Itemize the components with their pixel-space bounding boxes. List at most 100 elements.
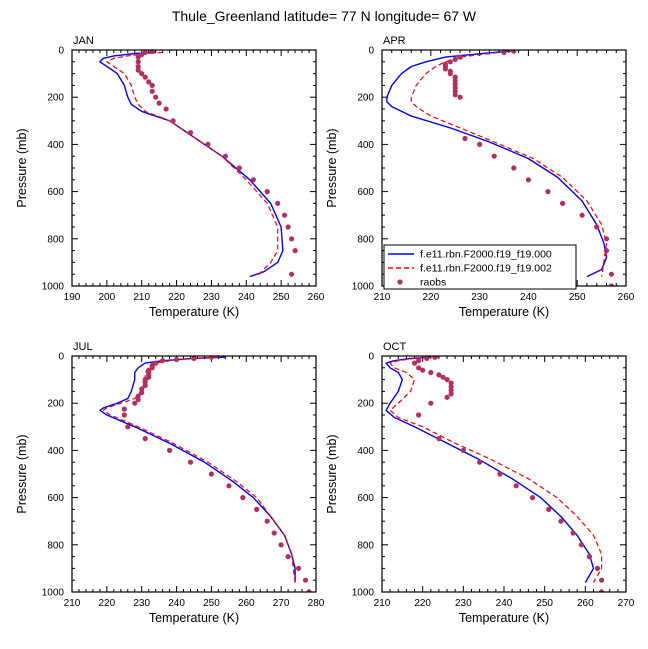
- raob-point: [428, 369, 434, 376]
- x-tick-label: 240: [168, 598, 185, 609]
- raob-point: [457, 94, 463, 100]
- raob-point: [570, 530, 576, 536]
- panel-apr: 210 220 230 240 250 260 0 200 400 600 800 1000 Tempe…: [325, 35, 635, 319]
- raob-point: [187, 130, 194, 136]
- x-axis-label: Temperature (K): [459, 611, 549, 625]
- raob-point: [448, 380, 454, 386]
- panel-title: APR: [383, 35, 406, 47]
- y-tick-label: 400: [357, 140, 374, 151]
- x-tick-label: 210: [374, 598, 391, 609]
- raob-point: [163, 106, 169, 112]
- x-axis-label: Temperature (K): [149, 305, 239, 319]
- raob-point: [424, 356, 430, 361]
- panel-title: OCT: [383, 341, 407, 353]
- raob-point: [139, 390, 145, 396]
- raob-point: [579, 212, 585, 218]
- raob-point: [525, 177, 532, 183]
- y-tick-label: 400: [47, 446, 64, 457]
- raob-point: [444, 377, 450, 383]
- series-group: [385, 356, 605, 592]
- raob-point: [497, 471, 503, 477]
- y-tick-label: 800: [47, 540, 64, 551]
- y-tick-label: 0: [58, 46, 64, 57]
- x-tick-label: 240: [238, 292, 255, 303]
- raob-point: [411, 360, 418, 366]
- model-000-line: [99, 51, 284, 278]
- raob-point: [121, 412, 127, 418]
- raob-point: [149, 50, 155, 54]
- raob-point: [142, 436, 148, 442]
- x-tick-label: 230: [133, 598, 150, 609]
- raob-point: [578, 542, 584, 548]
- model-002-line: [410, 50, 608, 277]
- series-group: [99, 50, 298, 278]
- x-tick-label: 260: [238, 598, 255, 609]
- raob-point: [250, 177, 256, 183]
- x-tick-label: 240: [520, 292, 537, 303]
- y-tick-label: 400: [47, 140, 64, 151]
- y-tick-label: 600: [47, 493, 64, 504]
- raob-point: [285, 554, 291, 560]
- raob-point: [275, 200, 281, 206]
- panels: 190 200 210 220 230 240 250 260 0 200 400 600 800 100…: [15, 35, 635, 625]
- raob-point: [558, 518, 564, 524]
- legend: f.e11.rbn.F2000.f19_f19.000 f.e11.rbn.F20…: [383, 244, 577, 290]
- raob-point: [285, 224, 291, 230]
- raob-point: [448, 391, 454, 397]
- raob-point: [135, 59, 141, 65]
- model-002-line: [389, 356, 603, 583]
- y-tick-label: 600: [357, 493, 374, 504]
- raob-point: [477, 141, 483, 147]
- raob-point: [416, 412, 422, 418]
- raob-point: [254, 506, 260, 512]
- y-tick-label: 0: [58, 352, 64, 363]
- raob-point: [149, 88, 155, 94]
- raob-point: [608, 283, 614, 286]
- raob-point: [452, 92, 458, 98]
- raob-point: [278, 542, 284, 548]
- raob-point: [271, 530, 277, 536]
- x-tick-label: 210: [64, 598, 81, 609]
- x-tick-label: 250: [203, 598, 220, 609]
- raob-point: [599, 577, 605, 583]
- raob-point: [594, 224, 600, 230]
- legend-marker: [397, 279, 403, 285]
- x-tick-label: 270: [273, 598, 290, 609]
- raob-point: [457, 54, 463, 60]
- x-tick-label: 260: [577, 598, 594, 609]
- raob-point: [511, 165, 517, 171]
- raob-point: [236, 165, 242, 171]
- raob-point: [289, 271, 295, 277]
- y-tick-label: 800: [357, 540, 374, 551]
- raob-point: [292, 248, 298, 254]
- panel-oct: 210 220 230 240 250 260 270 0 200 400 600 800 1000 Te…: [325, 341, 635, 625]
- raob-point: [608, 271, 615, 277]
- panel-title: JUL: [73, 341, 93, 353]
- raob-point: [420, 367, 426, 373]
- y-axis-label: Pressure (mb): [15, 128, 29, 207]
- raob-point: [160, 358, 166, 364]
- x-tick-label: 270: [618, 598, 635, 609]
- x-tick-label: 220: [168, 292, 185, 303]
- raob-point: [174, 356, 180, 363]
- raob-point: [546, 506, 552, 512]
- raob-point: [187, 459, 194, 465]
- raob-point: [264, 518, 270, 524]
- raob-point: [599, 589, 605, 592]
- raob-point: [560, 200, 566, 206]
- raob-point: [529, 495, 536, 501]
- raob-point: [289, 236, 295, 242]
- raob-point: [121, 406, 127, 412]
- raob-point: [511, 50, 517, 54]
- raob-point: [135, 67, 141, 73]
- raob-point: [132, 400, 138, 406]
- raob-point: [226, 483, 232, 489]
- y-tick-label: 400: [357, 446, 374, 457]
- raob-point: [205, 141, 211, 147]
- raob-point: [416, 358, 422, 364]
- x-tick-label: 230: [203, 292, 220, 303]
- x-tick-label: 250: [569, 292, 586, 303]
- x-tick-label: 220: [99, 598, 116, 609]
- y-tick-label: 1000: [42, 282, 65, 293]
